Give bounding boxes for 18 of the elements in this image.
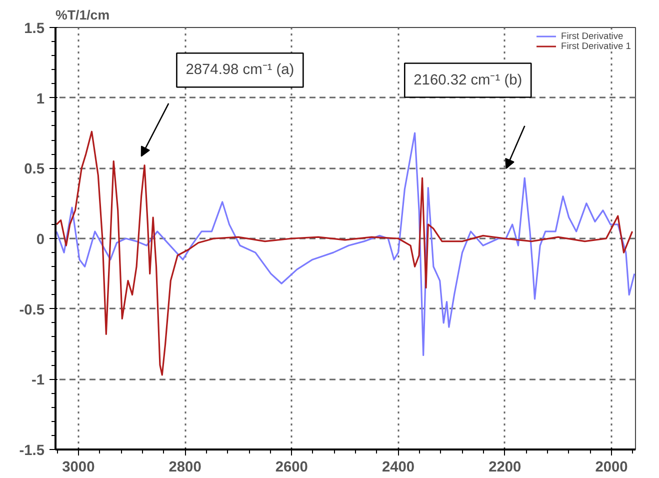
- y-tick-label: -1: [31, 372, 45, 389]
- annotation: 2160.32 cm⁻¹ (b): [414, 72, 522, 88]
- y-axis-title: %T/1/cm: [56, 8, 110, 22]
- x-tick-label: 2800: [168, 460, 202, 476]
- y-tick-label: 0.5: [24, 162, 44, 178]
- x-tick-label: 2400: [382, 460, 415, 476]
- y-tick-label: -1.5: [19, 443, 45, 459]
- x-tick-label: 2200: [488, 460, 522, 476]
- x-tick-label: 3000: [62, 460, 95, 476]
- legend-label: First Derivative: [561, 31, 624, 41]
- x-tick-label: 2000: [595, 460, 628, 476]
- x-tick-label: 2600: [275, 460, 308, 476]
- annotation: 2874.98 cm⁻¹ (a): [186, 62, 294, 78]
- y-tick-label: 1.5: [24, 21, 44, 37]
- y-tick-label: -0.5: [19, 302, 45, 318]
- y-tick-label: 1: [36, 91, 45, 108]
- legend-label: First Derivative 1: [561, 41, 631, 51]
- y-tick-label: 0: [36, 232, 45, 248]
